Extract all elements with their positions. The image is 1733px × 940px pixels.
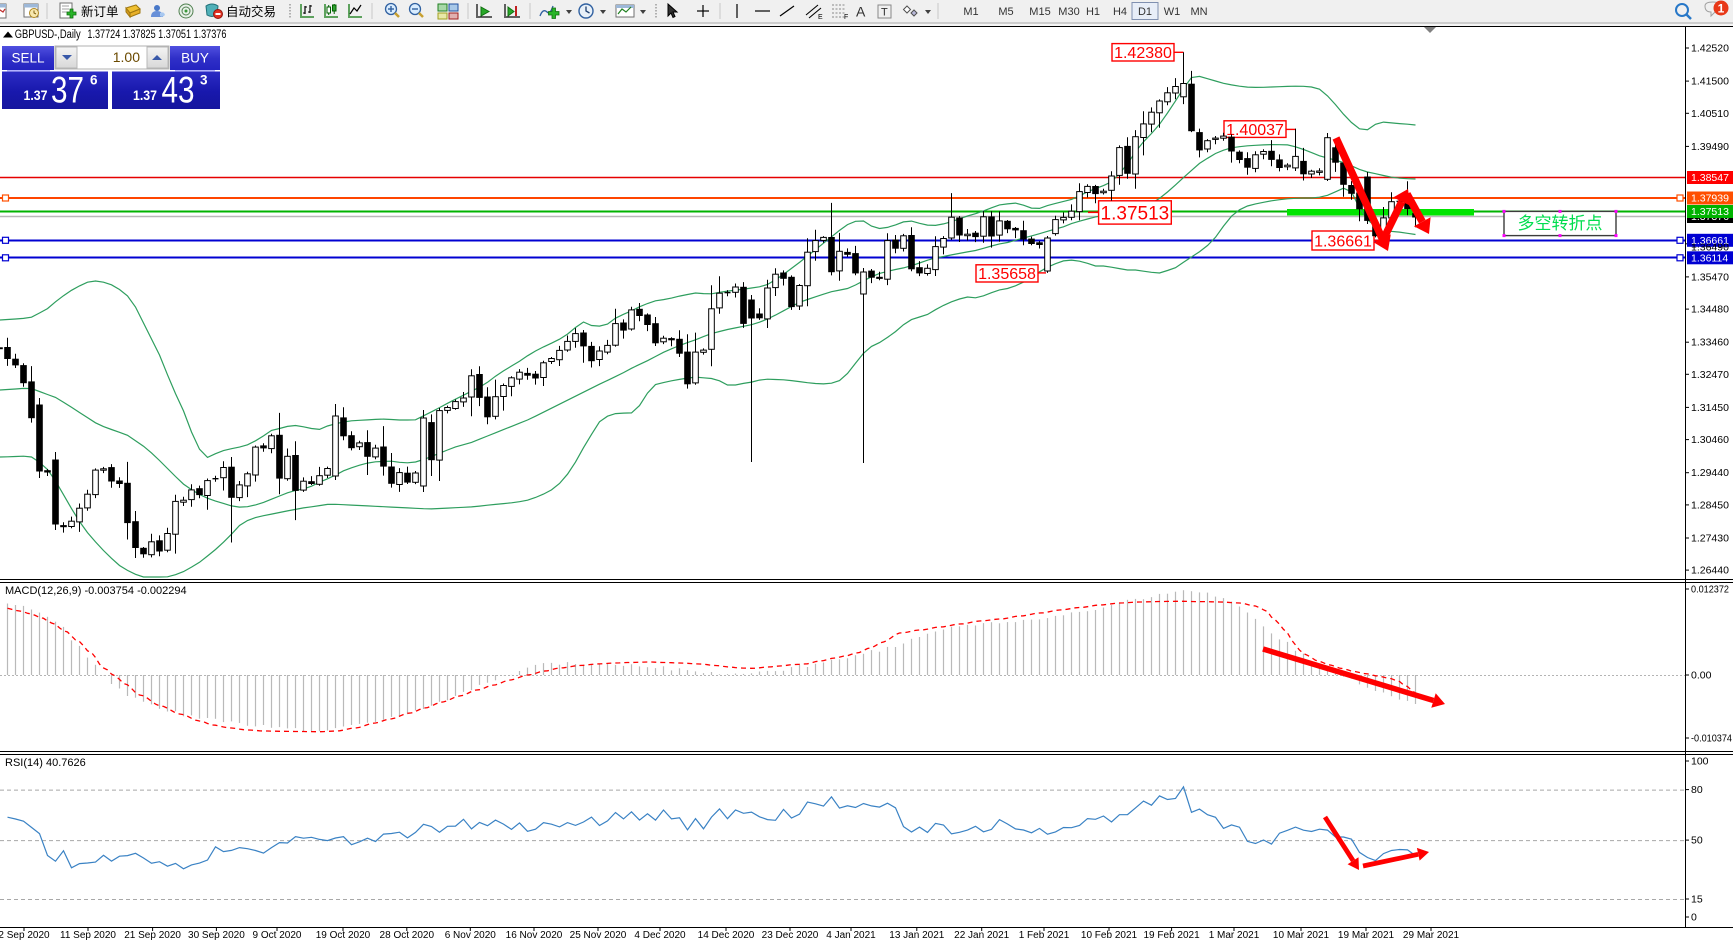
svg-text:19 Oct 2020: 19 Oct 2020 [316, 930, 371, 940]
svg-text:19 Mar 2021: 19 Mar 2021 [1338, 930, 1395, 940]
svg-text:28 Oct 2020: 28 Oct 2020 [380, 930, 435, 940]
svg-text:E: E [818, 14, 823, 21]
svg-text:1.31450: 1.31450 [1691, 402, 1729, 414]
svg-text:1.35658: 1.35658 [978, 266, 1036, 283]
svg-text:BUY: BUY [181, 51, 209, 66]
svg-text:1.00: 1.00 [113, 49, 140, 65]
svg-text:M30: M30 [1058, 6, 1079, 18]
svg-text:1.35470: 1.35470 [1691, 271, 1729, 283]
svg-text:19 Feb 2021: 19 Feb 2021 [1144, 930, 1201, 940]
svg-text:14 Dec 2020: 14 Dec 2020 [698, 930, 755, 940]
svg-text:1.37: 1.37 [133, 87, 157, 103]
svg-text:RSI(14) 40.7626: RSI(14) 40.7626 [5, 757, 86, 769]
svg-text:80: 80 [1691, 784, 1703, 796]
svg-text:1.37: 1.37 [24, 87, 48, 103]
svg-text:A: A [856, 4, 866, 20]
svg-text:0: 0 [1691, 912, 1697, 924]
svg-text:1.32470: 1.32470 [1691, 369, 1729, 381]
svg-text:10 Feb 2021: 10 Feb 2021 [1081, 930, 1138, 940]
svg-text:15: 15 [1691, 894, 1703, 906]
svg-text:M15: M15 [1029, 6, 1050, 18]
svg-text:1.36490: 1.36490 [1691, 242, 1729, 254]
svg-text:21 Sep 2020: 21 Sep 2020 [124, 930, 181, 940]
svg-text:0.00: 0.00 [1691, 670, 1712, 682]
svg-text:4 Jan 2021: 4 Jan 2021 [826, 930, 876, 940]
svg-text:16 Nov 2020: 16 Nov 2020 [506, 930, 563, 940]
svg-text:1.37939: 1.37939 [1691, 193, 1729, 205]
svg-text:1.37513: 1.37513 [1691, 206, 1729, 218]
svg-text:1.39490: 1.39490 [1691, 141, 1729, 153]
svg-text:1: 1 [1718, 2, 1725, 16]
svg-text:1.29440: 1.29440 [1691, 467, 1729, 479]
svg-text:D1: D1 [1138, 6, 1152, 18]
svg-text:23 Dec 2020: 23 Dec 2020 [762, 930, 819, 940]
svg-text:H1: H1 [1086, 6, 1100, 18]
svg-text:SELL: SELL [11, 51, 45, 66]
svg-text:MACD(12,26,9) -0.003754 -0.002: MACD(12,26,9) -0.003754 -0.002294 [5, 585, 187, 597]
svg-text:1.36114: 1.36114 [1691, 252, 1728, 264]
svg-text:43: 43 [162, 70, 195, 111]
svg-text:9 Oct 2020: 9 Oct 2020 [253, 930, 302, 940]
svg-text:1 Mar 2021: 1 Mar 2021 [1209, 930, 1260, 940]
svg-text:新订单: 新订单 [81, 4, 119, 19]
svg-text:H4: H4 [1113, 6, 1127, 18]
svg-text:1.27430: 1.27430 [1691, 533, 1729, 545]
svg-text:6: 6 [90, 73, 98, 88]
svg-text:1.36661: 1.36661 [1691, 235, 1729, 247]
svg-text:2 Sep 2020: 2 Sep 2020 [0, 930, 50, 940]
svg-text:1.38547: 1.38547 [1691, 172, 1729, 184]
svg-text:29 Mar 2021: 29 Mar 2021 [1403, 930, 1460, 940]
svg-text:W1: W1 [1164, 6, 1181, 18]
svg-text:1.34480: 1.34480 [1691, 304, 1729, 316]
svg-text:1.42380: 1.42380 [1114, 45, 1172, 62]
svg-text:0.012372: 0.012372 [1691, 584, 1729, 596]
svg-text:1.30460: 1.30460 [1691, 434, 1729, 446]
svg-text:1.40037: 1.40037 [1226, 122, 1284, 139]
svg-text:3: 3 [200, 73, 208, 88]
svg-text:1.37513: 1.37513 [1101, 203, 1170, 224]
svg-text:30 Sep 2020: 30 Sep 2020 [188, 930, 245, 940]
svg-text:50: 50 [1691, 835, 1703, 847]
svg-text:1 Feb 2021: 1 Feb 2021 [1019, 930, 1070, 940]
svg-text:25 Nov 2020: 25 Nov 2020 [570, 930, 627, 940]
svg-text:10 Mar 2021: 10 Mar 2021 [1273, 930, 1330, 940]
svg-text:4 Dec 2020: 4 Dec 2020 [634, 930, 686, 940]
svg-text:13 Jan 2021: 13 Jan 2021 [889, 930, 944, 940]
svg-text:1.33460: 1.33460 [1691, 337, 1729, 349]
svg-text:M5: M5 [998, 6, 1013, 18]
svg-text:GBPUSD-,Daily: GBPUSD-,Daily [15, 29, 81, 41]
svg-text:多空转折点: 多空转折点 [1518, 214, 1603, 233]
svg-text:100: 100 [1691, 756, 1709, 768]
svg-text:6 Nov 2020: 6 Nov 2020 [445, 930, 497, 940]
svg-text:F: F [844, 14, 848, 21]
svg-text:1.42520: 1.42520 [1691, 43, 1729, 55]
svg-text:-0.010374: -0.010374 [1691, 733, 1732, 745]
svg-text:T: T [881, 7, 888, 19]
svg-text:1.41500: 1.41500 [1691, 76, 1729, 88]
svg-text:22 Jan 2021: 22 Jan 2021 [954, 930, 1009, 940]
svg-text:M1: M1 [963, 6, 978, 18]
svg-text:MN: MN [1190, 6, 1207, 18]
svg-text:37: 37 [51, 70, 84, 111]
svg-text:1.28450: 1.28450 [1691, 499, 1729, 511]
svg-text:11 Sep 2020: 11 Sep 2020 [60, 930, 116, 940]
svg-text:1.26440: 1.26440 [1691, 565, 1729, 577]
svg-text:1.36661: 1.36661 [1314, 233, 1372, 250]
svg-text:1.37724 1.37825 1.37051 1.3737: 1.37724 1.37825 1.37051 1.37376 [87, 29, 226, 41]
svg-text:自动交易: 自动交易 [226, 4, 276, 19]
svg-text:1.40510: 1.40510 [1691, 108, 1729, 120]
